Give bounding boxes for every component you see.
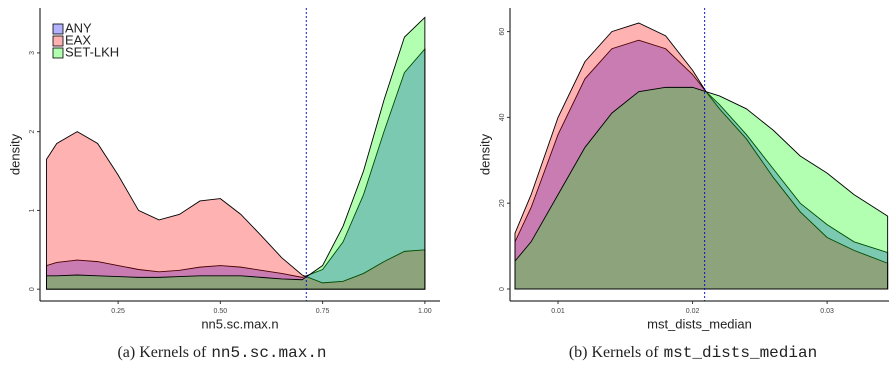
density-area bbox=[46, 47, 426, 290]
x-tick-label: 0.02 bbox=[686, 308, 700, 315]
density-area bbox=[514, 86, 889, 290]
y-tick-label: 0 bbox=[29, 287, 36, 291]
y-tick-label: 60 bbox=[499, 28, 506, 36]
legend-key bbox=[52, 23, 64, 35]
legend-label: EAX bbox=[65, 32, 91, 47]
density-area bbox=[46, 131, 426, 290]
x-tick-label: 0.75 bbox=[316, 308, 330, 315]
y-tick-label: 3 bbox=[29, 51, 36, 55]
caption-code: mst_dists_median bbox=[664, 344, 818, 362]
y-tick-label: 2 bbox=[29, 130, 36, 134]
caption-text: (b) Kernels of bbox=[569, 344, 659, 361]
x-tick-label: 0.03 bbox=[820, 308, 834, 315]
x-tick-label: 0.01 bbox=[551, 308, 565, 315]
legend-key bbox=[52, 35, 64, 47]
legend-label: ANY bbox=[65, 20, 92, 35]
x-tick-label: 0.25 bbox=[111, 308, 125, 315]
y-axis-label: density bbox=[7, 133, 22, 175]
chart-panel: 0.01 0.02 0.03 0 20 40 60 mst_dists_median densi… bbox=[477, 8, 889, 362]
density-area bbox=[46, 16, 426, 290]
caption-text: (a) Kernels of bbox=[117, 344, 207, 361]
x-axis-label: mst_dists_median bbox=[647, 316, 752, 331]
x-tick-label: 1.00 bbox=[418, 308, 432, 315]
x-tick-label: 0.50 bbox=[214, 308, 228, 315]
legend-key bbox=[52, 47, 64, 59]
caption: (a) Kernels of nn5.sc.max.n bbox=[117, 344, 326, 363]
caption-code: nn5.sc.max.n bbox=[211, 344, 326, 362]
y-tick-label: 1 bbox=[29, 208, 36, 212]
caption: (b) Kernels of mst_dists_median bbox=[569, 344, 817, 363]
y-tick-label: 40 bbox=[499, 113, 506, 121]
x-axis-label: nn5.sc.max.n bbox=[201, 316, 278, 331]
y-tick-label: 20 bbox=[499, 199, 506, 207]
y-tick-label: 0 bbox=[499, 287, 506, 291]
legend-label: SET-LKH bbox=[65, 44, 119, 59]
y-axis-label: density bbox=[477, 133, 492, 175]
